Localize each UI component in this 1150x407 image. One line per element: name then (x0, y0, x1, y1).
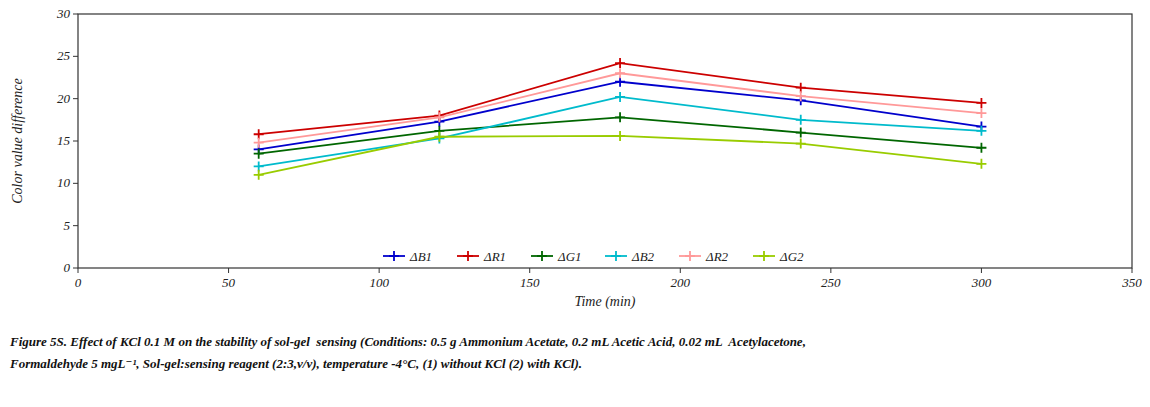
legend-marker (759, 251, 769, 261)
point-marker (796, 128, 806, 138)
legend-label: ΔR2 (705, 249, 729, 264)
x-tick-label: 300 (971, 275, 992, 290)
point-marker (615, 68, 625, 78)
point-marker (615, 112, 625, 122)
y-tick-label: 10 (57, 175, 71, 190)
y-tick-label: 5 (64, 218, 71, 233)
point-marker (796, 115, 806, 125)
legend-label: ΔB1 (409, 249, 432, 264)
y-axis-label: Color value difference (10, 78, 25, 203)
point-marker (796, 91, 806, 101)
point-marker (976, 143, 986, 153)
legend-marker (389, 251, 399, 261)
plot-frame (78, 14, 1132, 268)
x-tick-label: 50 (222, 275, 236, 290)
y-tick (73, 225, 78, 226)
legend: ΔB1 ΔR1 ΔG1 ΔB2 ΔR2 ΔG2 (383, 249, 804, 264)
y-tick (73, 268, 78, 269)
y-tick (73, 141, 78, 142)
y-tick-label: 20 (57, 91, 71, 106)
y-tick (73, 14, 78, 15)
y-tick (73, 98, 78, 99)
legend-label: ΔR1 (483, 249, 506, 264)
x-tick-label: 150 (520, 275, 540, 290)
x-tick (529, 268, 530, 273)
series-line (259, 97, 982, 166)
point-marker (796, 139, 806, 149)
plot-data (254, 58, 987, 180)
legend-marker (611, 251, 621, 261)
x-tick (78, 268, 79, 273)
x-tick (228, 268, 229, 273)
legend-marker (685, 251, 695, 261)
x-tick (981, 268, 982, 273)
x-tick (379, 268, 380, 273)
x-axis-label: Time (min) (574, 294, 635, 310)
x-tick-label: 200 (671, 275, 691, 290)
legend-label: ΔG2 (779, 249, 804, 264)
point-marker (615, 92, 625, 102)
x-tick-label: 0 (75, 275, 82, 290)
x-tick (830, 268, 831, 273)
x-tick (680, 268, 681, 273)
caption-line: Formaldehyde 5 mgL⁻¹, Sol-gel:sensing re… (9, 356, 582, 371)
point-marker (254, 138, 264, 148)
y-tick (73, 183, 78, 184)
y-tick-label: 15 (57, 133, 71, 148)
series-line (259, 117, 982, 153)
point-marker (434, 112, 444, 122)
legend-label: ΔG1 (557, 249, 582, 264)
legend-label: ΔB2 (631, 249, 655, 264)
legend-marker (537, 251, 547, 261)
point-marker (976, 108, 986, 118)
caption-text: Effect of KCl 0.1 M on the stability of … (67, 334, 806, 349)
y-tick-label: 30 (56, 6, 71, 21)
chart: 0 50 100 150 200 250 300 350 0 5 10 15 20 25 30 Time (m… (0, 0, 1150, 407)
y-tick-label: 0 (64, 260, 71, 275)
point-marker (434, 132, 444, 142)
series-line (259, 73, 982, 142)
x-tick (1132, 268, 1133, 273)
point-marker (976, 98, 986, 108)
point-marker (615, 131, 625, 141)
legend-marker (463, 251, 473, 261)
y-tick-label: 25 (57, 48, 71, 63)
caption-lead: Figure 5S. (9, 334, 67, 349)
point-marker (976, 126, 986, 136)
caption-line: Figure 5S. Effect of KCl 0.1 M on the st… (9, 334, 806, 349)
y-tick (73, 56, 78, 57)
x-tick-label: 250 (821, 275, 841, 290)
point-marker (976, 159, 986, 169)
point-marker (254, 170, 264, 180)
point-marker (615, 58, 625, 68)
x-tick-label: 350 (1121, 275, 1142, 290)
series-line (259, 136, 982, 175)
point-marker (254, 149, 264, 159)
x-tick-label: 100 (369, 275, 389, 290)
